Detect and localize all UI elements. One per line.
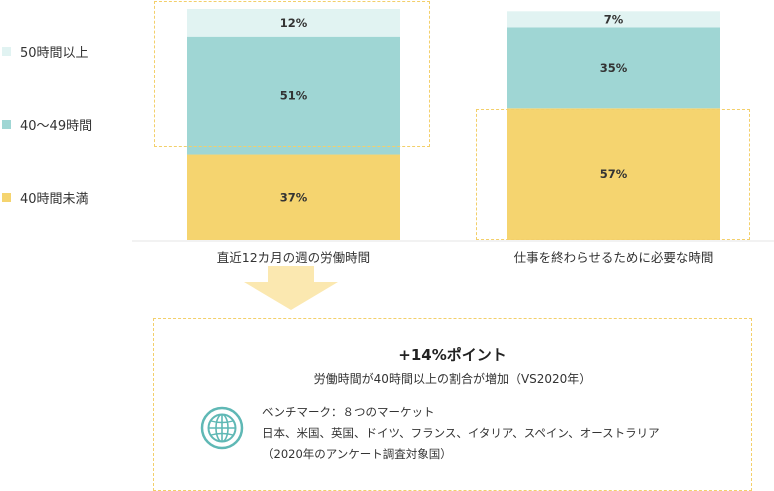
data-label-under40-2: 57% xyxy=(600,167,628,181)
data-label-under40-1: 37% xyxy=(280,190,308,204)
legend-label-40-49: 40〜49時間 xyxy=(20,119,93,134)
chart-bars: 37% 51% 12% 57% 35% 7% xyxy=(187,9,720,240)
benchmark-title: ベンチマーク：８つのマーケット xyxy=(262,405,435,419)
legend-item-50plus: 50時間以上 xyxy=(2,42,89,61)
legend-label-under40: 40時間未満 xyxy=(20,192,89,207)
legend-swatch-50plus xyxy=(2,47,11,56)
bar-segment-under40-2 xyxy=(507,108,720,240)
data-label-40-49-2: 35% xyxy=(600,61,628,75)
bar-segment-40-49-2 xyxy=(507,27,720,109)
benchmark-note: （2020年のアンケート調査対象国） xyxy=(262,447,452,461)
legend-swatch-40-49 xyxy=(2,120,11,129)
category-label-1: 直近12カ月の週の労働時間 xyxy=(217,250,370,265)
highlight-box-40plus xyxy=(154,1,430,147)
legend-item-40-49: 40〜49時間 xyxy=(2,115,92,134)
summary-headline: +14%ポイント xyxy=(398,346,507,364)
highlight-box-under40 xyxy=(476,109,750,240)
legend-swatch-under40 xyxy=(2,193,11,202)
data-label-50plus-2: 7% xyxy=(604,12,624,26)
bar-segment-40-49-1 xyxy=(187,36,400,155)
legend-label-50plus: 50時間以上 xyxy=(20,46,89,61)
bar-segment-50plus-2 xyxy=(507,11,720,28)
globe-icon xyxy=(200,406,244,450)
bar-segment-under40-1 xyxy=(187,154,400,240)
bar-segment-50plus-1 xyxy=(187,9,400,37)
stacked-bar-chart: 37% 51% 12% 57% 35% 7% 直近12カ月の週の労働時間 仕事を終わらせるた… xyxy=(132,9,774,265)
down-arrow-icon xyxy=(244,266,338,310)
summary-box: +14%ポイント 労働時間が40時間以上の割合が増加（VS2020年） ベンチマ… xyxy=(153,318,752,491)
data-label-50plus-1: 12% xyxy=(280,16,308,30)
benchmark-text: ベンチマーク：８つのマーケット 日本、米国、英国、ドイツ、フランス、イタリア、ス… xyxy=(262,402,660,465)
category-label-2: 仕事を終わらせるために必要な時間 xyxy=(514,250,714,265)
data-label-40-49-1: 51% xyxy=(280,89,308,103)
summary-subline: 労働時間が40時間以上の割合が増加（VS2020年） xyxy=(313,372,592,386)
legend-item-under40: 40時間未満 xyxy=(2,188,89,207)
benchmark-countries: 日本、米国、英国、ドイツ、フランス、イタリア、スペイン、オーストラリア xyxy=(262,426,660,440)
